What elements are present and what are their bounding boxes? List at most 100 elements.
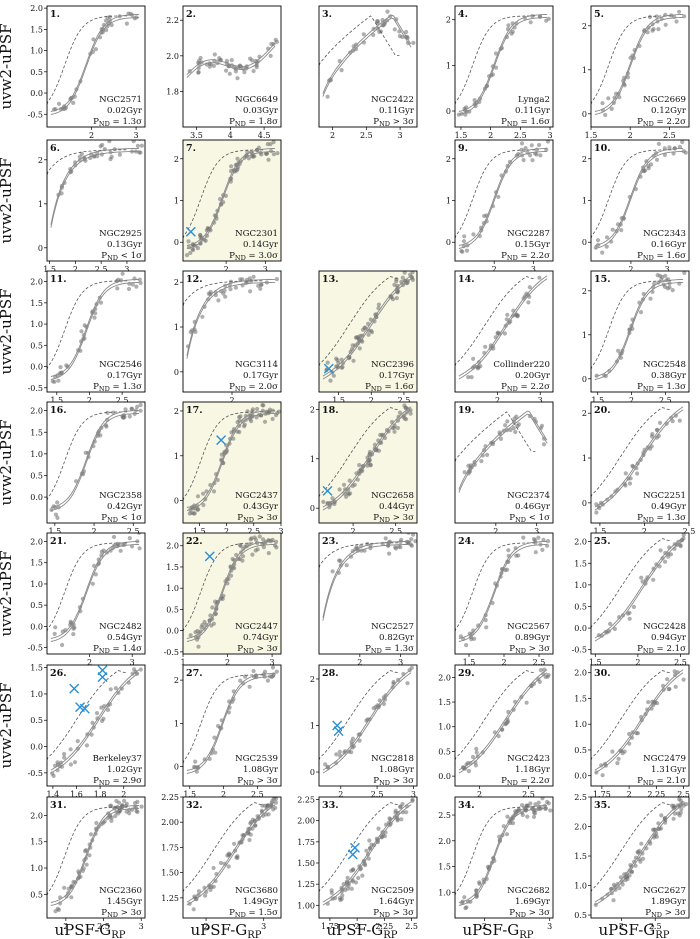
panel-frame [590,796,690,919]
data-point [113,813,118,819]
data-point [330,496,335,501]
cluster-age: 0.17Gyr [243,371,279,381]
plot-area [47,798,144,914]
panel-number: 33. [322,800,339,811]
y-tick-label: 0.5 [438,747,451,756]
data-point [242,422,247,427]
panel-number: 9. [458,143,468,154]
data-point [84,862,89,867]
data-point [111,534,117,540]
data-point [393,808,398,813]
data-point [187,511,192,516]
data-point [519,141,525,146]
data-point [201,491,206,496]
data-point [246,831,251,836]
y-tick-label: 2 [174,407,179,416]
data-point [100,142,105,148]
y-tick-label: 0 [582,375,587,384]
data-point [395,425,400,431]
plot-area [455,667,551,774]
y-tick-label: 2.0 [438,673,451,682]
data-point [66,886,71,892]
panel-frame [46,664,146,787]
isochrone-upper [50,409,140,508]
y-tick-label: -0.5 [28,110,43,119]
data-point [223,294,228,299]
x-tick-label: 2 [488,131,493,140]
y-tick-label: 1 [310,455,315,464]
data-point [677,418,682,423]
data-point [246,156,251,161]
data-point [529,143,534,148]
pnd-significance: PND = 1.3σ [93,382,142,393]
data-point [656,141,662,146]
isochrone-lower [458,543,548,642]
pnd-significance: PND = 2.1σ [637,776,686,787]
isochrone-lower [50,150,140,228]
data-point [257,534,262,539]
data-point [409,537,414,542]
panel-33: 1.75 2 2.25 2.5 1.00 1.25 1.50 1.75 2.00 2.25 33. N… [297,796,418,931]
x-tick-label: 1.5 [193,527,206,536]
data-point [348,491,353,496]
isochrone-upper [322,669,412,771]
cluster-name: NGC2571 [99,95,142,105]
data-point [197,58,202,63]
data-point [533,811,538,816]
y-tick-label: 0 [174,238,179,247]
x-axis-label-col-4: uPSF-GRP [462,921,533,939]
pnd-significance: PND = 1.6σ [365,382,414,393]
pnd-significance: PND = 2.1σ [637,644,686,655]
data-point [269,148,274,154]
data-point [505,419,510,424]
data-point [108,157,113,162]
x-tick-label: 3 [534,527,539,536]
blue-cross-marker [204,551,215,562]
pnd-significance: PND < 1σ [509,513,550,524]
data-point [545,674,550,679]
data-point [595,238,601,243]
data-point [537,14,543,19]
data-point [248,289,253,294]
cluster-age: 0.11Gyr [379,106,415,116]
data-point [399,817,404,822]
comparison-isochrone-dashed [319,276,400,372]
data-point [403,405,408,410]
data-point [682,271,687,275]
cluster-age: 0.94Gyr [651,633,687,643]
isochrone-upper [322,540,412,618]
y-tick-label: 2.2 [166,16,179,25]
y-tick-label: 1 [582,331,587,340]
plot-area [47,533,142,648]
y-tick-label: 0.5 [574,602,587,611]
data-point [402,416,407,421]
x-tick-label: 2.5 [398,396,411,405]
data-point [52,379,57,384]
data-point [351,867,356,872]
data-point [224,68,229,73]
data-point [682,14,687,19]
y-tick-label: -0.5 [28,384,43,393]
data-point [138,402,143,408]
data-point [251,668,256,674]
data-point [120,271,125,276]
data-point [213,599,218,604]
data-point [667,145,672,150]
y-tick-label: 2.0 [166,52,179,61]
x-tick-label: 2 [225,658,230,667]
data-point [411,533,416,537]
data-point [536,535,541,540]
data-point [218,860,224,866]
data-point [608,621,613,627]
data-point [534,152,539,157]
data-point [411,40,416,46]
plot-area [455,535,551,648]
isochrone-lower [50,412,140,511]
data-point [515,423,520,429]
data-point [339,68,344,73]
y-tick-label: 2.0 [30,407,43,416]
data-point [537,142,542,148]
